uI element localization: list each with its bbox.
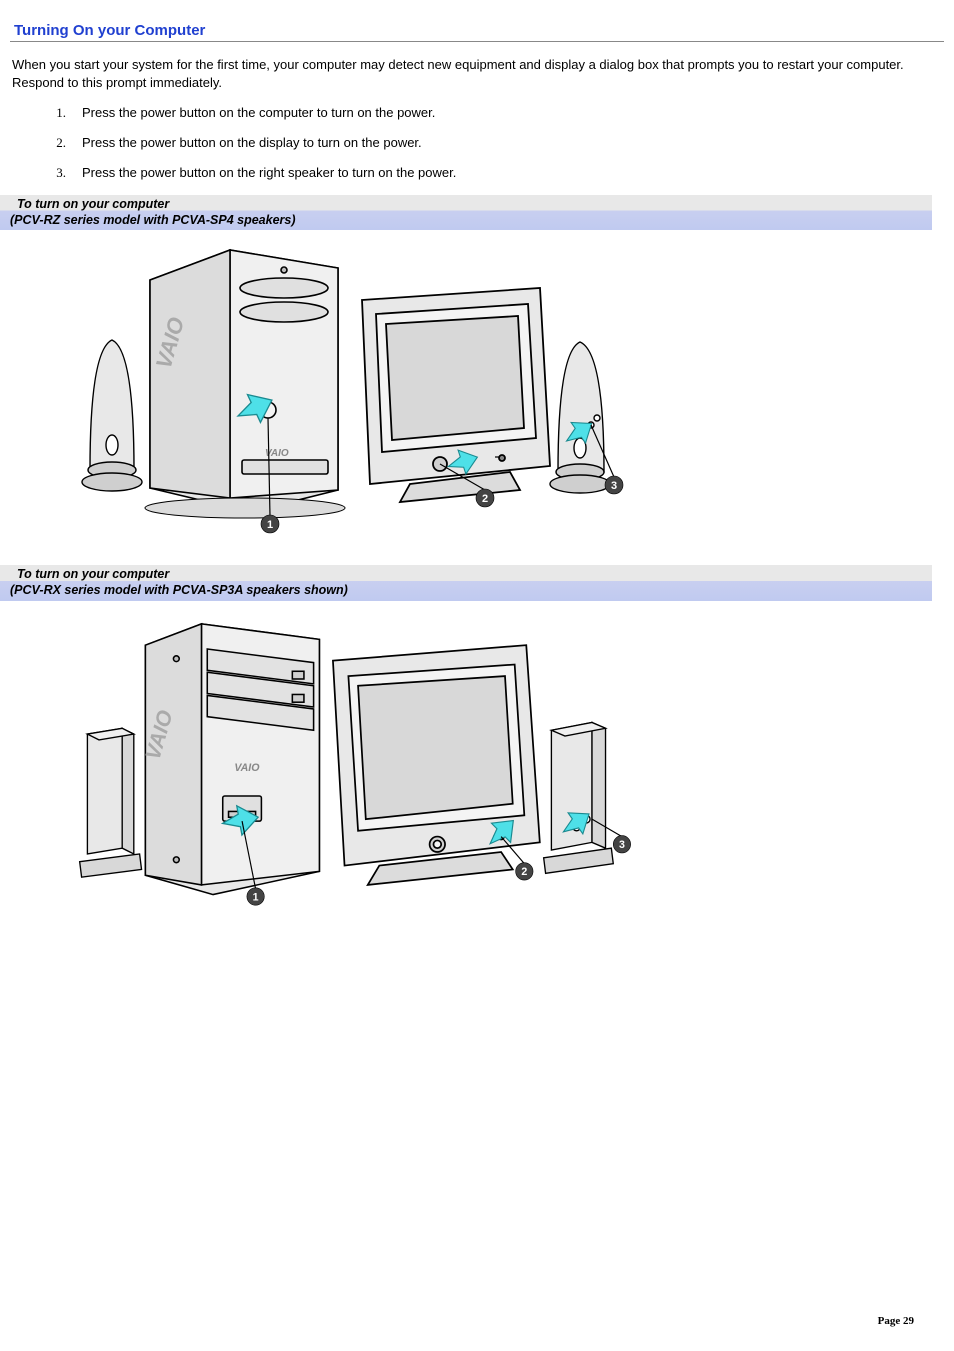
step-list: 1. Press the power button on the compute…: [40, 105, 936, 181]
svg-text:3: 3: [619, 839, 625, 851]
svg-text:1: 1: [253, 891, 259, 903]
list-item: 3. Press the power button on the right s…: [40, 165, 936, 181]
step-text: Press the power button on the display to…: [82, 135, 422, 150]
list-item: 1. Press the power button on the compute…: [40, 105, 936, 121]
svg-text:3: 3: [611, 480, 617, 492]
svg-text:VAIO: VAIO: [234, 761, 260, 773]
figure-caption-1: To turn on your computer (PCV-RZ series …: [0, 195, 932, 230]
step-number: 3.: [40, 165, 66, 181]
svg-text:1: 1: [267, 519, 273, 531]
step-text: Press the power button on the computer t…: [82, 105, 435, 120]
intro-paragraph: When you start your system for the first…: [12, 56, 928, 91]
caption-line: To turn on your computer: [10, 197, 169, 211]
svg-text:2: 2: [521, 866, 527, 878]
page-number: Page 29: [878, 1315, 914, 1327]
diagram-pcv-rx: VAIO VAIO: [70, 611, 650, 921]
svg-text:2: 2: [482, 493, 488, 505]
caption-line: (PCV-RZ series model with PCVA-SP4 speak…: [10, 213, 296, 227]
document-page: Turning On your Computer When you start …: [0, 0, 954, 1351]
step-number: 1.: [40, 105, 66, 121]
caption-line: (PCV-RX series model with PCVA-SP3A spea…: [10, 583, 348, 597]
list-item: 2. Press the power button on the display…: [40, 135, 936, 151]
page-title: Turning On your Computer: [10, 18, 944, 42]
step-text: Press the power button on the right spea…: [82, 165, 456, 180]
caption-line: To turn on your computer: [10, 567, 169, 581]
figure-caption-2: To turn on your computer (PCV-RX series …: [0, 565, 932, 600]
diagram-pcv-rz: VAIO VAIO: [70, 240, 650, 540]
step-number: 2.: [40, 135, 66, 151]
